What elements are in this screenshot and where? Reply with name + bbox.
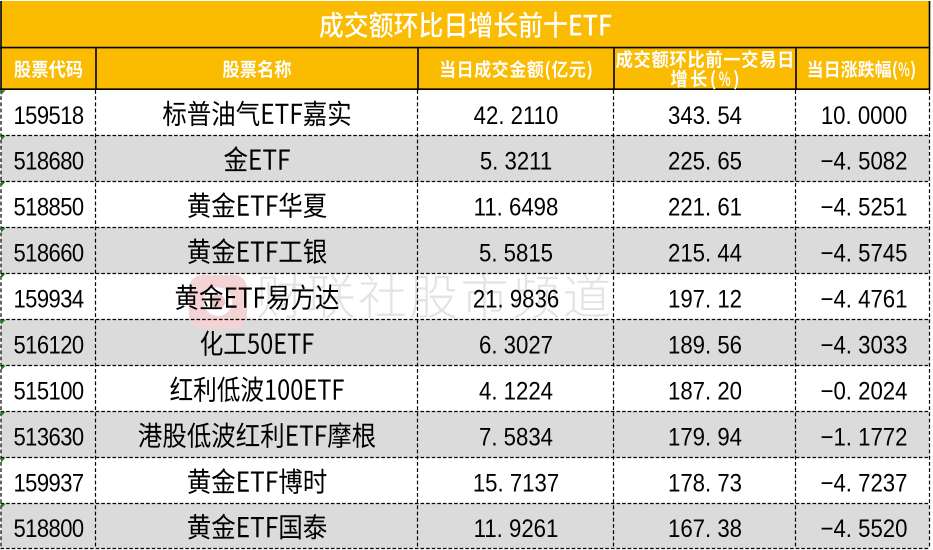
svg-text:215. 44: 215. 44 bbox=[668, 240, 742, 268]
svg-text:515100: 515100 bbox=[13, 377, 84, 405]
svg-text:178. 73: 178. 73 bbox=[668, 470, 742, 498]
svg-text:187. 20: 187. 20 bbox=[668, 378, 742, 406]
svg-text:159518: 159518 bbox=[13, 102, 84, 130]
svg-text:4. 1224: 4. 1224 bbox=[479, 378, 553, 406]
svg-text:518680: 518680 bbox=[13, 147, 84, 175]
svg-text:42. 2110: 42. 2110 bbox=[474, 103, 559, 131]
svg-text:−4. 3033: −4. 3033 bbox=[821, 332, 908, 360]
svg-text:5. 3211: 5. 3211 bbox=[480, 148, 552, 176]
svg-text:15. 7137: 15. 7137 bbox=[473, 470, 559, 498]
svg-text:21. 9836: 21. 9836 bbox=[473, 286, 559, 314]
svg-text:518800: 518800 bbox=[13, 515, 84, 543]
svg-text:−4. 5082: −4. 5082 bbox=[821, 148, 908, 176]
svg-text:7. 5834: 7. 5834 bbox=[479, 424, 553, 452]
svg-text:−4. 5745: −4. 5745 bbox=[821, 240, 908, 268]
svg-text:225. 65: 225. 65 bbox=[668, 148, 742, 176]
svg-text:343. 54: 343. 54 bbox=[668, 103, 742, 131]
svg-text:518850: 518850 bbox=[13, 193, 84, 221]
svg-text:−4. 4761: −4. 4761 bbox=[821, 286, 908, 314]
svg-text:11. 6498: 11. 6498 bbox=[474, 194, 559, 222]
svg-text:6. 3027: 6. 3027 bbox=[479, 332, 553, 360]
svg-text:−1. 1772: −1. 1772 bbox=[821, 424, 908, 452]
svg-text:167. 38: 167. 38 bbox=[668, 516, 742, 544]
svg-text:513630: 513630 bbox=[13, 423, 84, 451]
svg-text:−4. 5251: −4. 5251 bbox=[821, 194, 908, 222]
svg-text:159937: 159937 bbox=[13, 469, 83, 497]
svg-text:−4. 7237: −4. 7237 bbox=[821, 470, 908, 498]
svg-text:5. 5815: 5. 5815 bbox=[479, 240, 553, 268]
svg-text:189. 56: 189. 56 bbox=[668, 332, 742, 360]
svg-text:518660: 518660 bbox=[13, 239, 84, 267]
svg-text:179. 94: 179. 94 bbox=[668, 424, 742, 452]
svg-text:221. 61: 221. 61 bbox=[668, 194, 742, 222]
svg-text:−0. 2024: −0. 2024 bbox=[821, 378, 908, 406]
svg-text:11. 9261: 11. 9261 bbox=[474, 516, 559, 544]
svg-text:159934: 159934 bbox=[13, 285, 84, 313]
svg-text:10. 0000: 10. 0000 bbox=[821, 103, 907, 131]
svg-text:516120: 516120 bbox=[13, 331, 84, 359]
svg-text:197. 12: 197. 12 bbox=[668, 286, 742, 314]
svg-text:−4. 5520: −4. 5520 bbox=[821, 516, 908, 544]
